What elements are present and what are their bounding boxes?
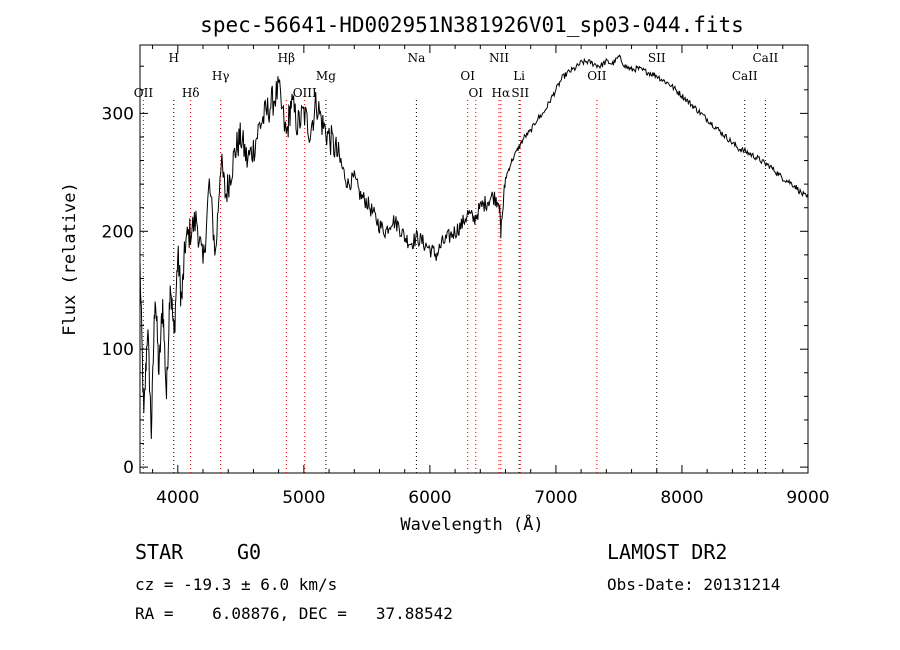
line-label: Hδ [182, 86, 200, 100]
line-label: Mg [316, 69, 336, 83]
y-axis-label: Flux (relative) [60, 182, 80, 336]
chart-title: spec-56641-HD002951N381926V01_sp03-044.f… [200, 13, 744, 37]
line-label: Li [513, 69, 525, 83]
line-label: OIII [293, 86, 317, 100]
object-class: STAR [135, 540, 184, 564]
y-tick-label: 0 [123, 458, 134, 478]
x-tick-label: 8000 [660, 488, 703, 508]
line-label: OII [134, 86, 154, 100]
y-tick-label: 200 [102, 222, 134, 242]
object-subclass: G0 [237, 540, 262, 564]
line-label: Na [408, 51, 426, 65]
x-tick-label: 6000 [408, 488, 451, 508]
axis-ticks: 4000 5000 6000 7000 8000 9000 0 100 200 300 [102, 45, 830, 508]
plot-frame [139, 44, 809, 474]
line-label: CaII [752, 51, 778, 65]
line-label: Hβ [278, 51, 295, 65]
spectrum-line [139, 54, 809, 440]
x-tick-label: 9000 [786, 488, 829, 508]
line-label: OI [460, 69, 475, 83]
x-axis-label: Wavelength (Å) [400, 513, 543, 535]
line-label: CaII [732, 69, 758, 83]
x-tick-label: 7000 [534, 488, 577, 508]
x-tick-label: 4000 [156, 488, 199, 508]
line-label: SII [648, 51, 666, 65]
coordinates-label: RA = 6.08876, DEC = 37.88542 [135, 604, 453, 623]
line-label: SII [511, 86, 529, 100]
line-label: Hα [492, 86, 511, 100]
line-label: H [169, 51, 179, 65]
x-tick-label: 5000 [282, 488, 325, 508]
y-tick-label: 100 [102, 340, 134, 360]
y-tick-label: 300 [102, 104, 134, 124]
line-label: NII [489, 51, 509, 65]
line-label: Hγ [212, 69, 230, 83]
survey-label: LAMOST DR2 [607, 540, 728, 564]
redshift-label: cz = -19.3 ± 6.0 km/s [135, 575, 338, 594]
obs-date-label: Obs-Date: 20131214 [607, 575, 781, 594]
line-label: OI [468, 86, 483, 100]
line-label: OII [587, 69, 607, 83]
